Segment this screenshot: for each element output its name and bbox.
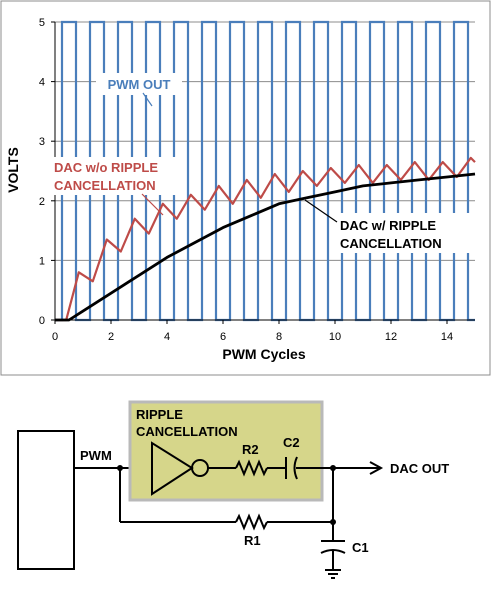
annotation-dac-wo: DAC w/o RIPPLE CANCELLATION <box>52 157 182 216</box>
annotation-dac-wo-bg <box>52 157 182 195</box>
annotation-dac-w-line1: DAC w/ RIPPLE <box>340 218 436 233</box>
ripple-cancellation-box <box>128 400 324 502</box>
x-tick-label-4: 4 <box>164 331 170 343</box>
series-layer <box>55 20 476 322</box>
annotation-dac-wo-line2: CANCELLATION <box>54 178 156 193</box>
x-tick-label-14: 14 <box>441 331 453 343</box>
inverter-symbol <box>151 441 194 496</box>
box-title-line2: CANCELLATION <box>136 424 238 439</box>
c2-label: C2 <box>283 435 300 450</box>
x-tick-label-10: 10 <box>329 331 341 343</box>
series-dac-with-cancellation-line <box>55 172 476 322</box>
annotation-dac-wo-leader <box>141 193 164 216</box>
annotation-pwm-out-bg <box>96 73 182 95</box>
pwm-label: PWM <box>80 448 112 463</box>
annotation-dac-w: DAC w/ RIPPLE CANCELLATION <box>304 199 470 253</box>
x-tick-label-6: 6 <box>220 331 226 343</box>
x-axis-title: PWM Cycles <box>222 346 305 362</box>
annotation-dac-w-bg <box>332 213 470 253</box>
annotation-pwm-out: PWM OUT <box>96 73 182 107</box>
annotation-pwm-out-text: PWM OUT <box>108 77 171 92</box>
x-tick-label-8: 8 <box>276 331 282 343</box>
c1-label: C1 <box>352 540 369 555</box>
x-tick-label-0: 0 <box>52 331 58 343</box>
y-tick-label-5: 5 <box>39 17 45 29</box>
annotation-dac-w-line2: CANCELLATION <box>340 236 442 251</box>
y-tick-label-3: 3 <box>39 136 45 148</box>
y-tick-label-1: 1 <box>39 255 45 267</box>
annotation-pwm-out-leader <box>142 92 153 107</box>
r1-resistor <box>235 513 268 531</box>
c2-plate-right <box>293 456 298 480</box>
r2-resistor <box>235 459 268 477</box>
y-axis-title: VOLTS <box>5 147 21 193</box>
series-dac-without-cancellation-line <box>55 156 476 322</box>
ripple-cancellation-schematic: PWM RIPPLE CANCELLATION R2 C2 DAC OUT R1… <box>17 400 449 579</box>
x-tick-label-2: 2 <box>108 331 114 343</box>
annotation-dac-w-leader <box>304 199 338 223</box>
pwm-source-block <box>17 430 75 570</box>
box-title-line1: RIPPLE <box>136 407 183 422</box>
y-tick-label-4: 4 <box>39 77 45 89</box>
r1-label: R1 <box>244 533 261 548</box>
dac-out-label: DAC OUT <box>390 461 449 476</box>
y-tick-label-0: 0 <box>39 315 45 327</box>
y-tick-label-2: 2 <box>39 196 45 208</box>
x-tick-label-12: 12 <box>385 331 397 343</box>
annotation-dac-wo-line1: DAC w/o RIPPLE <box>54 160 158 175</box>
output-arrow-icon <box>369 461 384 475</box>
r2-label: R2 <box>242 442 259 457</box>
series-pwm-out-line <box>55 20 475 322</box>
